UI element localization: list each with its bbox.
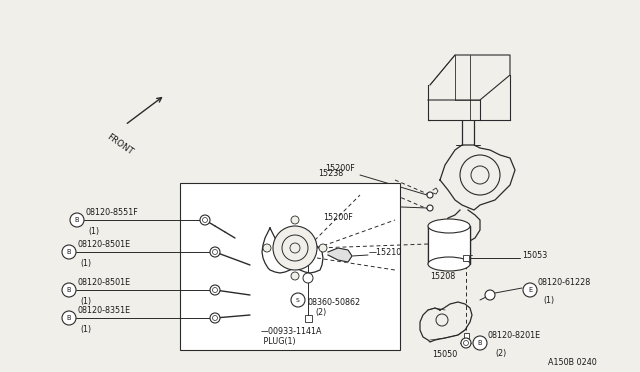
Text: S: S <box>296 298 300 302</box>
Circle shape <box>202 218 207 222</box>
Text: 15050: 15050 <box>433 350 458 359</box>
Circle shape <box>62 283 76 297</box>
Circle shape <box>210 285 220 295</box>
Bar <box>180 183 400 350</box>
Text: PLUG(1): PLUG(1) <box>261 337 296 346</box>
Circle shape <box>212 250 218 254</box>
Circle shape <box>62 245 76 259</box>
Circle shape <box>488 292 493 298</box>
Circle shape <box>523 283 537 297</box>
Text: 08120-8501E: 08120-8501E <box>77 240 130 249</box>
Text: B: B <box>67 249 71 255</box>
Text: (1): (1) <box>88 227 99 236</box>
Text: 15208: 15208 <box>430 272 455 281</box>
Circle shape <box>291 216 299 224</box>
Polygon shape <box>328 248 352 262</box>
Circle shape <box>463 340 468 346</box>
Text: (2): (2) <box>315 308 326 317</box>
Text: B: B <box>477 340 483 346</box>
Text: B: B <box>67 287 71 293</box>
Circle shape <box>427 205 433 211</box>
Text: 15200F: 15200F <box>323 213 353 222</box>
Bar <box>428 226 470 264</box>
Circle shape <box>70 213 84 227</box>
Circle shape <box>471 166 489 184</box>
Text: 08120-8501E: 08120-8501E <box>77 278 130 287</box>
Ellipse shape <box>428 257 470 271</box>
Text: 08120-8351E: 08120-8351E <box>77 306 130 315</box>
Text: (2): (2) <box>495 349 506 358</box>
Circle shape <box>290 243 300 253</box>
Bar <box>463 333 468 337</box>
Text: E: E <box>528 287 532 293</box>
Circle shape <box>461 338 471 348</box>
Text: 08360-50862: 08360-50862 <box>307 298 360 307</box>
Circle shape <box>212 315 218 321</box>
Circle shape <box>427 192 433 198</box>
Text: 08120-61228: 08120-61228 <box>537 278 590 287</box>
Text: 15238: 15238 <box>318 169 343 178</box>
Circle shape <box>210 313 220 323</box>
Text: 15200F: 15200F <box>325 164 355 173</box>
Circle shape <box>473 336 487 350</box>
Text: (1): (1) <box>80 259 91 268</box>
Circle shape <box>319 244 327 252</box>
Text: FRONT: FRONT <box>105 132 134 157</box>
Circle shape <box>282 235 308 261</box>
Text: 15053: 15053 <box>522 250 547 260</box>
Circle shape <box>436 314 448 326</box>
Text: 08120-8551F: 08120-8551F <box>85 208 138 217</box>
Bar <box>463 255 469 261</box>
Circle shape <box>460 155 500 195</box>
Text: (1): (1) <box>80 325 91 334</box>
Circle shape <box>273 226 317 270</box>
Ellipse shape <box>428 219 470 233</box>
Text: —00933-1141A: —00933-1141A <box>261 327 323 336</box>
Text: B: B <box>67 315 71 321</box>
Circle shape <box>212 288 218 292</box>
Text: 08120-8201E: 08120-8201E <box>488 331 541 340</box>
Circle shape <box>303 273 313 283</box>
Text: (1): (1) <box>543 296 554 305</box>
Circle shape <box>200 215 210 225</box>
Text: (1): (1) <box>80 297 91 306</box>
Text: —15210: —15210 <box>369 247 403 257</box>
Circle shape <box>291 272 299 280</box>
Circle shape <box>485 290 495 300</box>
Circle shape <box>263 244 271 252</box>
Text: A150B 0240: A150B 0240 <box>548 358 596 367</box>
Circle shape <box>291 293 305 307</box>
Circle shape <box>62 311 76 325</box>
Text: B: B <box>75 217 79 223</box>
Circle shape <box>210 247 220 257</box>
Bar <box>305 314 312 321</box>
